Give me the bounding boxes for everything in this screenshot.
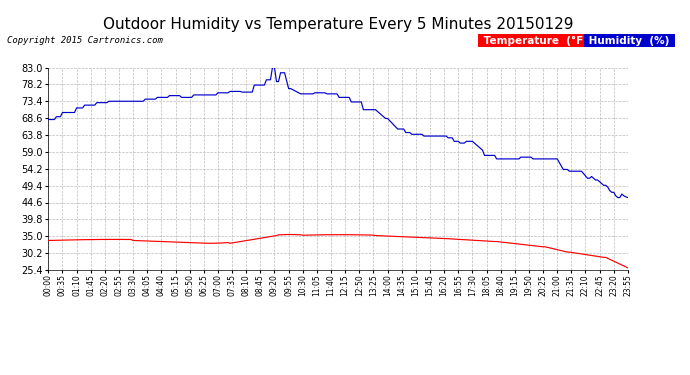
Text: Copyright 2015 Cartronics.com: Copyright 2015 Cartronics.com (7, 36, 163, 45)
Text: Temperature  (°F): Temperature (°F) (480, 36, 591, 46)
Text: Humidity  (%): Humidity (%) (585, 36, 673, 46)
Text: Outdoor Humidity vs Temperature Every 5 Minutes 20150129: Outdoor Humidity vs Temperature Every 5 … (103, 17, 573, 32)
